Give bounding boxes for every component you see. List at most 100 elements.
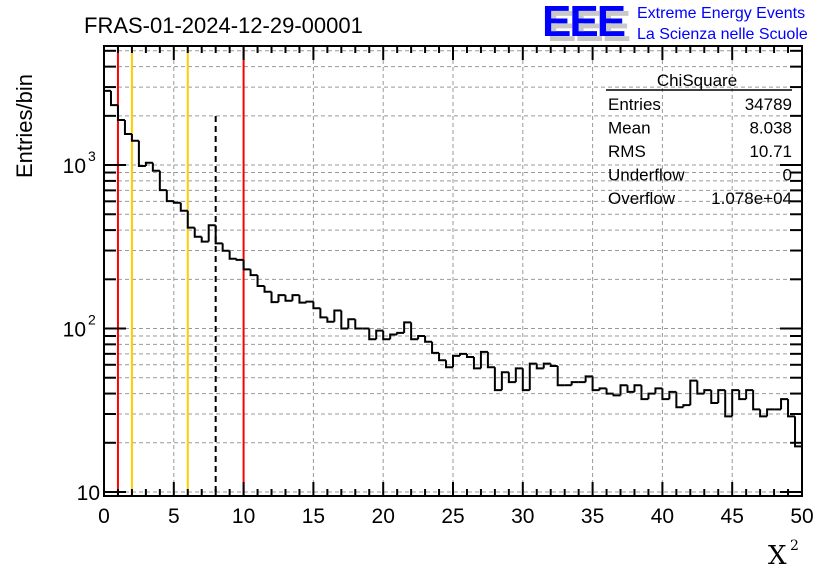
x-tick-label: 20 bbox=[372, 505, 395, 528]
histogram-bin bbox=[340, 310, 349, 330]
histogram-bin bbox=[689, 379, 698, 406]
x-axis-label: X 2 bbox=[768, 538, 799, 571]
histogram-bin bbox=[675, 391, 684, 409]
x-tick-label: 5 bbox=[168, 505, 180, 528]
stats-value-mean: 8.038 bbox=[749, 119, 792, 138]
histogram-bin bbox=[661, 388, 670, 401]
histogram-bin bbox=[500, 371, 509, 391]
y-tick-label-base: 10 bbox=[63, 319, 86, 342]
histogram-bin bbox=[305, 300, 314, 303]
histogram-bin bbox=[312, 301, 321, 310]
histogram-bin bbox=[263, 286, 272, 293]
histogram-bin bbox=[144, 161, 153, 167]
histogram-bin bbox=[389, 333, 398, 340]
stats-value-entries: 34789 bbox=[745, 95, 792, 114]
histogram-bin bbox=[319, 308, 328, 319]
logo-line1: Extreme Energy Events bbox=[637, 5, 805, 22]
y-tick-label-base: 10 bbox=[77, 482, 100, 505]
histogram-bin bbox=[354, 319, 363, 330]
histogram-bin bbox=[780, 398, 789, 410]
histogram-bin bbox=[242, 259, 251, 271]
histogram-bin bbox=[696, 380, 705, 395]
histogram-bin bbox=[591, 376, 600, 392]
histogram-bin bbox=[123, 120, 132, 136]
histogram-bin bbox=[431, 341, 440, 354]
histogram-bin bbox=[382, 330, 391, 341]
histogram-bin bbox=[521, 368, 530, 392]
histogram-bin bbox=[535, 363, 544, 370]
histogram-bin bbox=[752, 390, 761, 411]
histogram-bin bbox=[766, 408, 775, 417]
histogram-bin bbox=[165, 190, 174, 203]
histogram-bin bbox=[514, 367, 523, 383]
histogram-bin bbox=[584, 375, 593, 383]
histogram-bin bbox=[717, 389, 726, 404]
histogram-bin bbox=[724, 390, 733, 418]
stats-title: ChiSquare bbox=[657, 71, 737, 90]
histogram-bin bbox=[682, 404, 691, 408]
histogram-bin bbox=[479, 350, 488, 369]
histogram-bin bbox=[249, 269, 258, 277]
histogram-bin bbox=[542, 362, 551, 369]
histogram-bin bbox=[556, 365, 565, 387]
y-tick-label-base: 10 bbox=[63, 155, 86, 178]
histogram-bin bbox=[458, 352, 467, 356]
histogram-bin bbox=[368, 328, 377, 341]
histogram-bin bbox=[605, 388, 614, 395]
histogram-bin bbox=[179, 202, 188, 212]
x-tick-label: 15 bbox=[302, 505, 325, 528]
histogram-bin bbox=[465, 353, 474, 358]
histogram-bin bbox=[200, 236, 209, 243]
histogram-bin bbox=[207, 224, 216, 242]
y-tick-label-exp: 2 bbox=[88, 312, 96, 328]
histogram-bin bbox=[626, 385, 635, 393]
histogram-bin bbox=[731, 389, 740, 417]
histogram-bin bbox=[109, 90, 118, 107]
histogram-bin bbox=[493, 367, 502, 392]
histogram-bin bbox=[270, 291, 279, 304]
histogram-bin bbox=[438, 352, 447, 362]
histogram-bin bbox=[130, 134, 139, 142]
histogram-bin bbox=[612, 393, 621, 397]
histogram-bin bbox=[417, 335, 426, 340]
axis-ticks bbox=[103, 46, 803, 496]
histogram-bin bbox=[403, 321, 412, 333]
histogram-bin bbox=[703, 389, 712, 394]
histogram-bin bbox=[633, 384, 642, 392]
histogram-bin bbox=[235, 258, 244, 261]
histogram-bin bbox=[445, 360, 453, 369]
histogram-bin bbox=[410, 322, 419, 341]
histogram-bin bbox=[396, 331, 405, 335]
x-tick-label: 40 bbox=[651, 505, 674, 528]
histogram-bin bbox=[787, 399, 796, 418]
histogram-bin bbox=[486, 351, 495, 369]
histogram-bin bbox=[221, 243, 230, 252]
histogram-bin bbox=[424, 336, 433, 343]
x-axis-label-exp: 2 bbox=[790, 538, 799, 554]
histogram-bin bbox=[186, 210, 195, 229]
histogram-bin bbox=[738, 390, 747, 401]
logo-line2: La Scienza nelle Scuole bbox=[637, 26, 808, 43]
histogram-bin bbox=[347, 318, 356, 329]
x-tick-label: 0 bbox=[98, 505, 110, 528]
histogram-bin bbox=[452, 354, 460, 368]
histogram-bin bbox=[794, 416, 802, 448]
stats-value-rms: 10.71 bbox=[749, 142, 792, 161]
histogram-bin bbox=[759, 409, 768, 418]
x-tick-label: 10 bbox=[232, 505, 255, 528]
stats-label-rms: RMS bbox=[608, 142, 646, 161]
stats-box: ChiSquare Entries 34789 Mean 8.038 RMS 10.71 U… bbox=[606, 71, 792, 208]
stats-label-mean: Mean bbox=[608, 119, 651, 138]
histogram-bin bbox=[291, 294, 300, 301]
histogram-bin bbox=[619, 384, 628, 396]
histogram-bin bbox=[116, 105, 125, 122]
plot-frame bbox=[103, 45, 803, 497]
histogram-bin bbox=[326, 317, 335, 323]
histogram-bin bbox=[214, 225, 223, 245]
histogram-bin bbox=[668, 390, 677, 400]
histogram-bin bbox=[375, 329, 384, 340]
y-axis-label: Entries/bin bbox=[12, 74, 37, 178]
histogram-bin bbox=[745, 389, 754, 400]
